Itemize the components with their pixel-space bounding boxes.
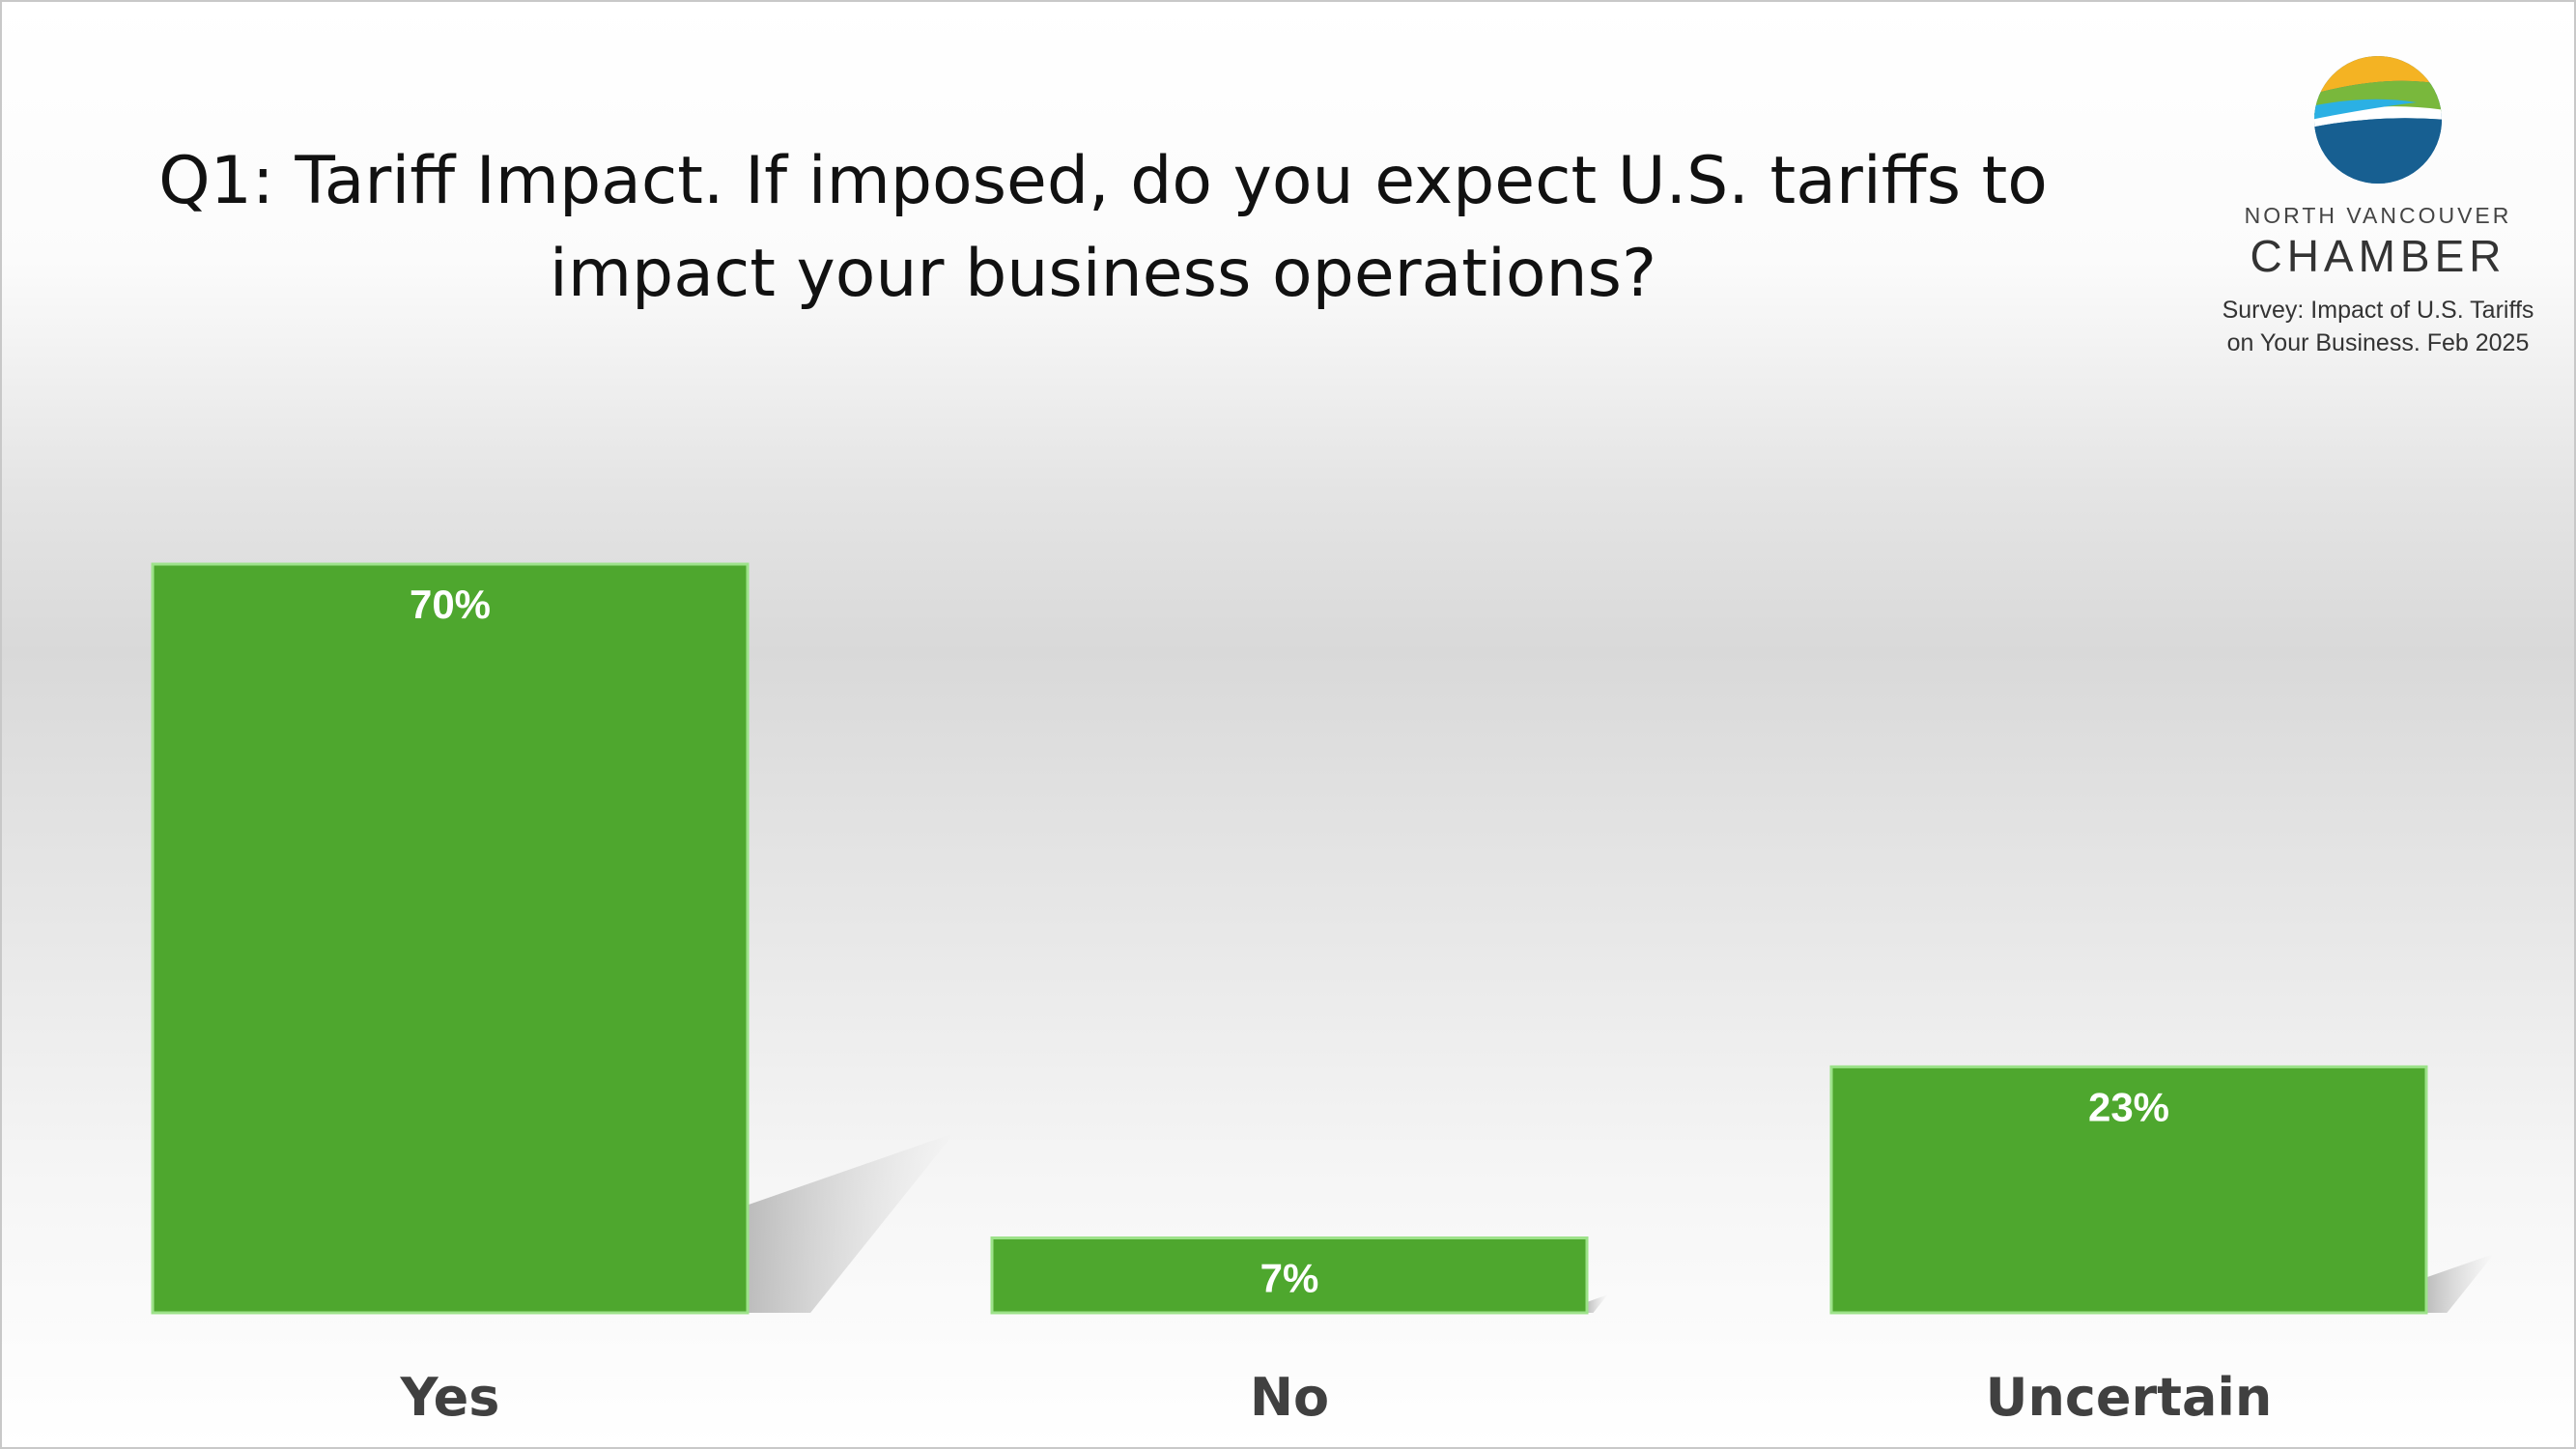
data-label-no: 7%: [1260, 1256, 1319, 1301]
bar-shadow-uncertain: [2426, 1253, 2495, 1313]
category-axis-labels: Yes No Uncertain: [400, 1367, 2273, 1428]
data-label-uncertain: 23%: [2088, 1084, 2169, 1129]
survey-caption-line-2: on Your Business. Feb 2025: [2226, 329, 2530, 356]
chart-title: Q1: Tariff Impact. If imposed, do you ex…: [158, 143, 2048, 312]
logo-line-north-vancouver: NORTH VANCOUVER: [2244, 203, 2512, 228]
logo-line-chamber: CHAMBER: [2250, 231, 2506, 281]
bar-shadows: [748, 1133, 2495, 1313]
bar-shadow-yes: [748, 1133, 954, 1313]
data-labels: 70% 7% 23%: [410, 582, 2169, 1301]
bars: [151, 562, 2428, 1315]
bar-yes: [151, 562, 750, 1315]
category-label-no: No: [1250, 1367, 1329, 1428]
bar-uncertain: [1829, 1065, 2428, 1315]
chamber-logo: NORTH VANCOUVER CHAMBER Survey: Impact o…: [2214, 52, 2542, 359]
category-label-yes: Yes: [400, 1367, 500, 1428]
category-label-uncertain: Uncertain: [1986, 1367, 2273, 1428]
data-label-yes: 70%: [410, 582, 491, 627]
chamber-logo-icon: [2314, 56, 2442, 184]
survey-caption-line-1: Survey: Impact of U.S. Tariffs: [2222, 297, 2534, 324]
bar-no: [990, 1236, 1589, 1315]
bar-shadow-no: [1587, 1294, 1608, 1313]
